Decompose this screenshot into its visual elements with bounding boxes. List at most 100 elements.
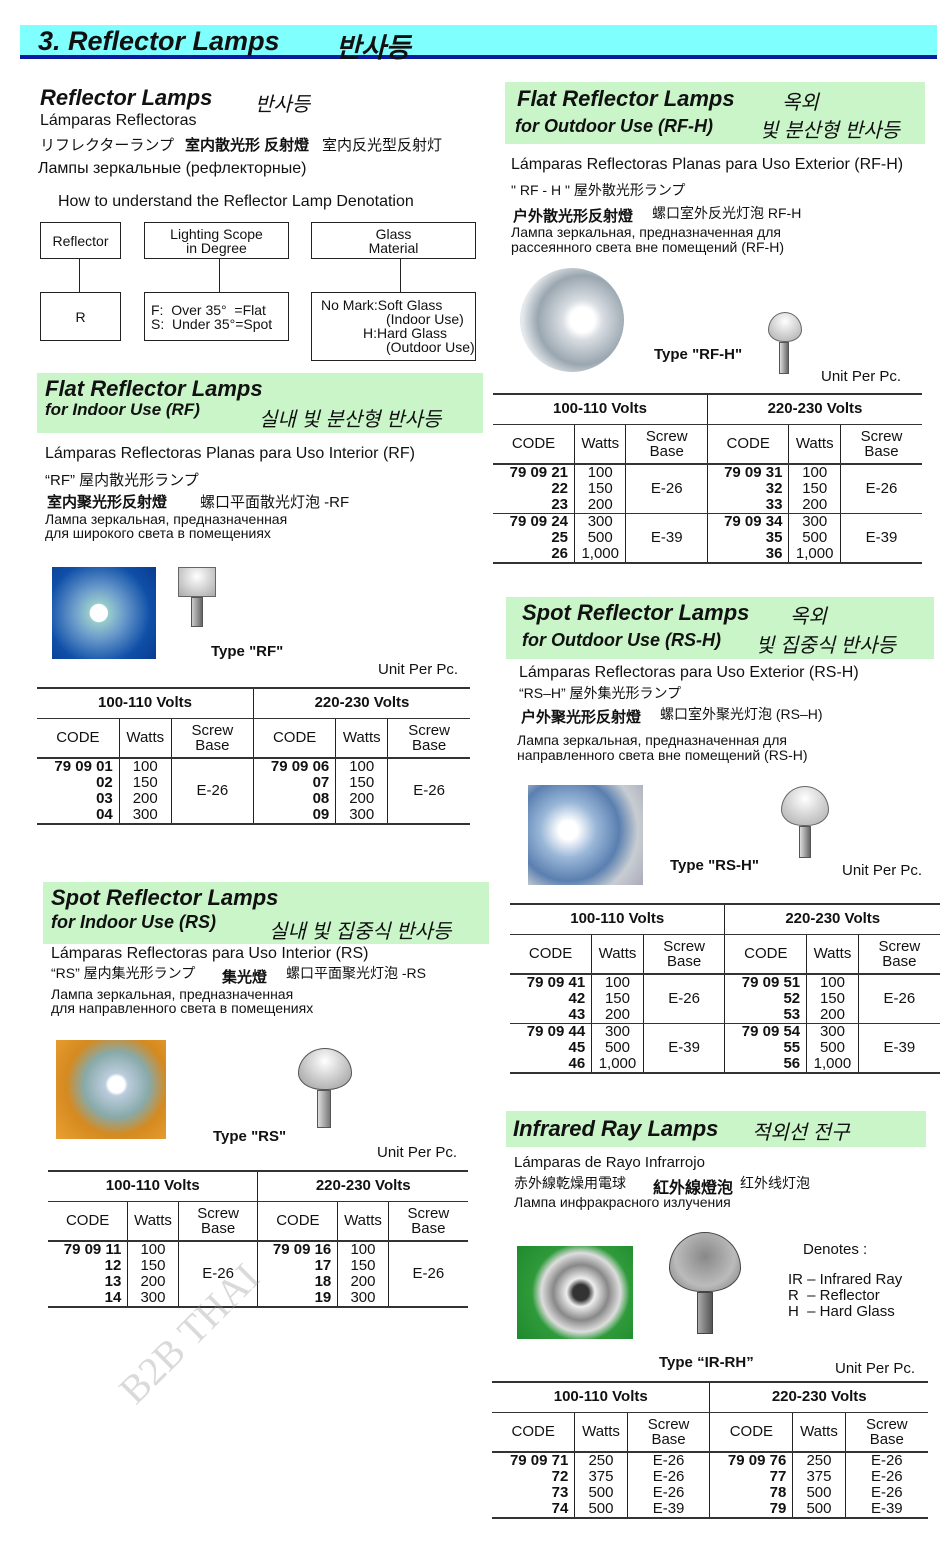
column-header: Screw Base [625, 424, 708, 465]
diagram-label: H:Hard Glass [363, 325, 448, 341]
rs-type-label: Type "RS" [213, 1128, 287, 1145]
watts-cell: 250 375 500 500 [574, 1452, 628, 1519]
ir-denote-item: IR – Infrared Ray [788, 1271, 903, 1288]
column-header: Screw Base [170, 718, 254, 759]
rfh-lamp-base [779, 342, 789, 374]
rsh-section-header: Spot Reflector Lamps 옥외 for Outdoor Use … [506, 597, 934, 659]
rsh-russian: направленного света вне помещений (RS-H) [517, 747, 808, 763]
rs-chinese-bold: 集光燈 [222, 969, 268, 986]
column-header: CODE [48, 1201, 128, 1242]
column-header: CODE [492, 1412, 575, 1453]
rfh-subtitle: for Outdoor Use (RF-H) [515, 116, 713, 136]
diagram-label: R [75, 308, 86, 325]
rf-russian: для широкого света в помещениях [45, 525, 271, 541]
screw-base-cell: E-26 [642, 974, 725, 1024]
intro-chinese-bold: 室内散光形 反射燈 [185, 137, 310, 154]
column-header: Watts [573, 424, 626, 465]
ir-type-label: Type “IR-RH” [659, 1354, 754, 1371]
screw-base-cell: E-39 [839, 513, 922, 564]
screw-base-cell: E-39 [857, 1023, 940, 1074]
ir-lamp-photo [517, 1246, 633, 1339]
rf-type-label: Type "RF" [211, 643, 284, 660]
column-header: Screw Base [857, 934, 940, 975]
intro-chinese: 室内反光型反射灯 [322, 137, 443, 154]
rfh-title-korean: 옥외 [782, 92, 819, 114]
screw-base-cell: E-39 [625, 513, 708, 564]
table-row-group: 79 09 41 42 43 100 150 200 E-26 79 09 51 52 53 100… [510, 974, 940, 1024]
rfh-title: Flat Reflector Lamps [517, 86, 735, 111]
watts-cell: 300 500 1,000 [573, 513, 626, 564]
column-header: CODE [724, 934, 807, 975]
screw-base-cell: E-26 [387, 758, 470, 825]
column-header-row: CODE Watts Screw Base CODE Watts Screw Base [510, 934, 940, 975]
rf-title: Flat Reflector Lamps [45, 376, 263, 401]
code-cell: 79 09 44 45 46 [510, 1023, 592, 1074]
column-header: CODE [493, 424, 575, 465]
diagram-label: No Mark:Soft Glass [321, 297, 443, 313]
rfh-spanish: Lámparas Reflectoras Planas para Uso Ext… [511, 156, 904, 173]
rf-spec-table: 100-110 Volts 220-230 Volts CODE Watts Screw… [37, 687, 470, 825]
diagram-box-r: R [40, 292, 121, 341]
rf-chinese-bold: 室内聚光形反射燈 [47, 494, 168, 511]
watts-cell: 100 150 200 [788, 464, 841, 514]
denotation-title: How to understand the Reflector Lamp Den… [58, 193, 414, 210]
rs-lamp-base [317, 1090, 331, 1128]
rfh-japanese: " RF - H " 屋外散光形ランプ [511, 182, 686, 198]
rsh-lamp-photo [528, 785, 643, 885]
rfh-type-label: Type "RF-H" [654, 346, 743, 363]
watts-cell: 100 150 200 [573, 464, 626, 514]
ir-chinese: 红外线灯泡 [740, 1175, 810, 1191]
rf-section-header: Flat Reflector Lamps for Indoor Use (RF)… [37, 373, 483, 433]
column-header: Watts [337, 1201, 389, 1242]
code-cell: 79 09 34 35 36 [706, 513, 789, 564]
screw-base-cell: E-26 [857, 974, 940, 1024]
column-header: CODE [252, 718, 336, 759]
voltage-header: 220-230 Volts [706, 393, 922, 425]
ir-denotes-label: Denotes : [803, 1241, 868, 1258]
column-header: CODE [709, 1412, 793, 1453]
rs-japanese: “RS” 屋内集光形ランプ [51, 965, 196, 981]
rsh-spec-table: 100-110 Volts 220-230 Volts CODE Watts Screw… [510, 903, 940, 1074]
voltage-header: 220-230 Volts [724, 903, 940, 935]
rsh-chinese: 螺口室外聚光灯泡 (RS–H) [660, 706, 823, 722]
voltage-header: 220-230 Volts [709, 1381, 928, 1413]
column-header: Screw Base [844, 1412, 928, 1453]
rf-lamp-sketch [178, 567, 216, 597]
screw-base-cell: E-26 E-26 E-26 E-39 [844, 1452, 928, 1519]
rf-russian: Лампа зеркальная, предназначенная [45, 511, 288, 527]
watts-cell: 100 150 200 300 [127, 1241, 179, 1308]
column-header-row: CODE Watts Screw Base CODE Watts Screw Base [493, 424, 922, 465]
code-cell: 79 09 31 32 33 [706, 464, 789, 514]
column-header: Watts [127, 1201, 179, 1242]
rs-section-header: Spot Reflector Lamps for Indoor Use (RS)… [43, 882, 489, 944]
column-header: Screw Base [626, 1412, 710, 1453]
rs-lamp-sketch [298, 1048, 352, 1090]
diagram-label: Lighting Scope [170, 225, 263, 242]
screw-base-cell: E-39 [642, 1023, 725, 1074]
column-header: Watts [335, 718, 388, 759]
rfh-lamp-sketch [768, 312, 802, 342]
rfh-unit-label: Unit Per Pc. [821, 368, 902, 385]
watts-cell: 100 150 200 300 [335, 758, 388, 825]
watts-cell: 300 500 1,000 [806, 1023, 859, 1074]
rfh-subtitle-korean: 빛 분산형 반사등 [760, 120, 900, 142]
column-header: Watts [792, 1412, 846, 1453]
diagram-box-glass: Glass Material [311, 222, 476, 259]
diagram-label: in Degree [186, 239, 247, 256]
voltage-header-row: 100-110 Volts 220-230 Volts [493, 393, 922, 425]
rs-russian: Лампа зеркальная, предназначенная [51, 986, 294, 1002]
watts-cell: 250 375 500 500 [792, 1452, 846, 1519]
table-row-group: 79 09 71 72 73 74 250 375 500 500 E-26 E-26 E-26 E-… [492, 1452, 928, 1519]
diagram-label: Glass [375, 225, 412, 242]
ir-lamp-base [697, 1292, 713, 1334]
ir-japanese: 赤外線乾燥用電球 [514, 1175, 626, 1191]
diagram-box-scope: Lighting Scope in Degree [144, 222, 289, 259]
rfh-lamp-photo [520, 268, 624, 372]
intro-spanish: Lámparas Reflectoras [40, 112, 197, 129]
ir-section-header: Infrared Ray Lamps 적외선 전구 [506, 1111, 926, 1147]
column-header: Screw Base [387, 1201, 468, 1242]
intro-title-korean: 반사등 [255, 94, 311, 116]
rfh-chinese-bold: 户外散光形反射燈 [513, 208, 634, 225]
code-cell: 79 09 01 02 03 04 [37, 758, 120, 825]
rs-title-korean: 실내 빛 집중식 반사등 [269, 921, 452, 943]
